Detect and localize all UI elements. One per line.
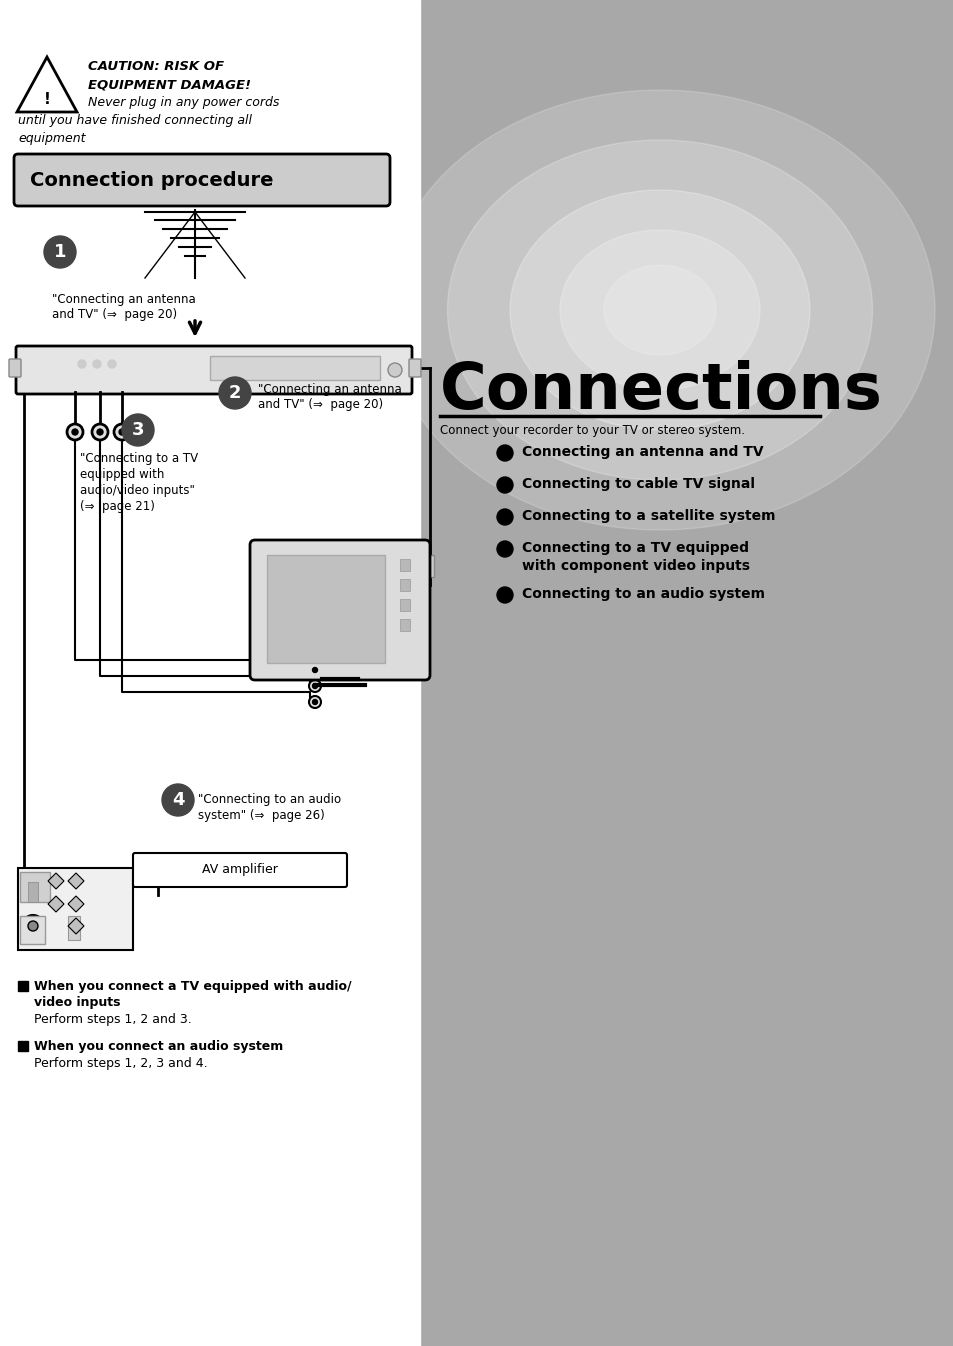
FancyBboxPatch shape	[132, 853, 347, 887]
Text: equipment: equipment	[18, 132, 86, 145]
Circle shape	[388, 363, 401, 377]
Circle shape	[122, 415, 153, 446]
Text: (⇒  page 21): (⇒ page 21)	[80, 499, 154, 513]
Text: "Connecting an antenna: "Connecting an antenna	[257, 384, 401, 396]
FancyBboxPatch shape	[409, 359, 420, 377]
Polygon shape	[17, 57, 77, 112]
Bar	[18, 868, 132, 950]
Bar	[18, 981, 28, 991]
Text: and TV" (⇒  page 20): and TV" (⇒ page 20)	[257, 398, 383, 411]
Text: Never plug in any power cords: Never plug in any power cords	[88, 96, 279, 109]
Text: Connecting to an audio system: Connecting to an audio system	[521, 587, 764, 602]
Circle shape	[497, 541, 513, 557]
Circle shape	[28, 921, 38, 931]
Text: EQUIPMENT DAMAGE!: EQUIPMENT DAMAGE!	[88, 78, 251, 92]
Ellipse shape	[559, 230, 760, 390]
Bar	[399, 619, 410, 631]
Text: system" (⇒  page 26): system" (⇒ page 26)	[198, 809, 324, 822]
FancyBboxPatch shape	[14, 153, 390, 206]
Text: 1: 1	[53, 244, 66, 261]
Bar	[267, 555, 385, 664]
Ellipse shape	[385, 90, 934, 530]
Bar	[0, 0, 419, 1346]
Bar	[399, 599, 410, 611]
Text: Perform steps 1, 2, 3 and 4.: Perform steps 1, 2, 3 and 4.	[34, 1057, 208, 1070]
FancyBboxPatch shape	[16, 346, 412, 394]
Circle shape	[162, 783, 193, 816]
Text: Connecting to a satellite system: Connecting to a satellite system	[521, 509, 775, 524]
Text: AV amplifier: AV amplifier	[202, 864, 277, 876]
Text: 2: 2	[229, 384, 241, 402]
Circle shape	[497, 446, 513, 460]
Bar	[419, 0, 953, 1346]
Bar	[20, 917, 45, 944]
Circle shape	[313, 700, 317, 704]
Text: "Connecting to an audio: "Connecting to an audio	[198, 793, 341, 806]
Circle shape	[309, 680, 320, 692]
Circle shape	[71, 429, 78, 435]
Text: audio/video inputs": audio/video inputs"	[80, 485, 194, 497]
Text: Connecting an antenna and TV: Connecting an antenna and TV	[521, 446, 762, 459]
Text: Connecting to cable TV signal: Connecting to cable TV signal	[521, 476, 754, 491]
Ellipse shape	[510, 190, 809, 429]
Bar	[426, 555, 434, 577]
Circle shape	[497, 476, 513, 493]
Text: When you connect an audio system: When you connect an audio system	[34, 1040, 283, 1053]
Circle shape	[219, 377, 251, 409]
Bar	[28, 882, 38, 902]
Text: 4: 4	[172, 791, 184, 809]
Bar	[18, 1040, 28, 1051]
Circle shape	[108, 359, 116, 367]
Polygon shape	[48, 874, 64, 888]
Text: until you have finished connecting all: until you have finished connecting all	[18, 114, 252, 127]
Circle shape	[497, 587, 513, 603]
Circle shape	[22, 915, 44, 937]
Text: video inputs: video inputs	[34, 996, 120, 1010]
Bar	[210, 355, 379, 380]
Circle shape	[313, 668, 317, 673]
Circle shape	[44, 236, 76, 268]
Circle shape	[497, 509, 513, 525]
FancyBboxPatch shape	[9, 359, 21, 377]
Text: Perform steps 1, 2 and 3.: Perform steps 1, 2 and 3.	[34, 1014, 192, 1026]
Bar	[68, 917, 80, 940]
Circle shape	[119, 429, 125, 435]
Circle shape	[92, 359, 101, 367]
Text: Connect your recorder to your TV or stereo system.: Connect your recorder to your TV or ster…	[439, 424, 744, 437]
Circle shape	[97, 429, 103, 435]
Circle shape	[67, 424, 83, 440]
Ellipse shape	[603, 265, 716, 355]
FancyBboxPatch shape	[250, 540, 430, 680]
Circle shape	[309, 664, 320, 676]
Text: !: !	[44, 93, 51, 108]
Text: Connections: Connections	[439, 359, 882, 423]
Bar	[399, 559, 410, 571]
Text: "Connecting to a TV: "Connecting to a TV	[80, 452, 198, 464]
Polygon shape	[68, 896, 84, 913]
Circle shape	[91, 424, 108, 440]
Polygon shape	[48, 896, 64, 913]
Text: Connection procedure: Connection procedure	[30, 171, 274, 190]
Text: When you connect a TV equipped with audio/: When you connect a TV equipped with audi…	[34, 980, 352, 993]
Circle shape	[313, 684, 317, 689]
Text: 3: 3	[132, 421, 144, 439]
Text: equipped with: equipped with	[80, 468, 164, 481]
Text: Connecting to a TV equipped
with component video inputs: Connecting to a TV equipped with compone…	[521, 541, 749, 573]
Bar	[20, 872, 50, 902]
Text: "Connecting an antenna: "Connecting an antenna	[52, 293, 195, 306]
Text: CAUTION: RISK OF: CAUTION: RISK OF	[88, 61, 224, 73]
Polygon shape	[68, 874, 84, 888]
Text: and TV" (⇒  page 20): and TV" (⇒ page 20)	[52, 308, 177, 320]
Bar	[399, 579, 410, 591]
Ellipse shape	[447, 140, 872, 481]
Circle shape	[309, 696, 320, 708]
Circle shape	[113, 424, 130, 440]
Polygon shape	[68, 918, 84, 934]
Circle shape	[78, 359, 86, 367]
